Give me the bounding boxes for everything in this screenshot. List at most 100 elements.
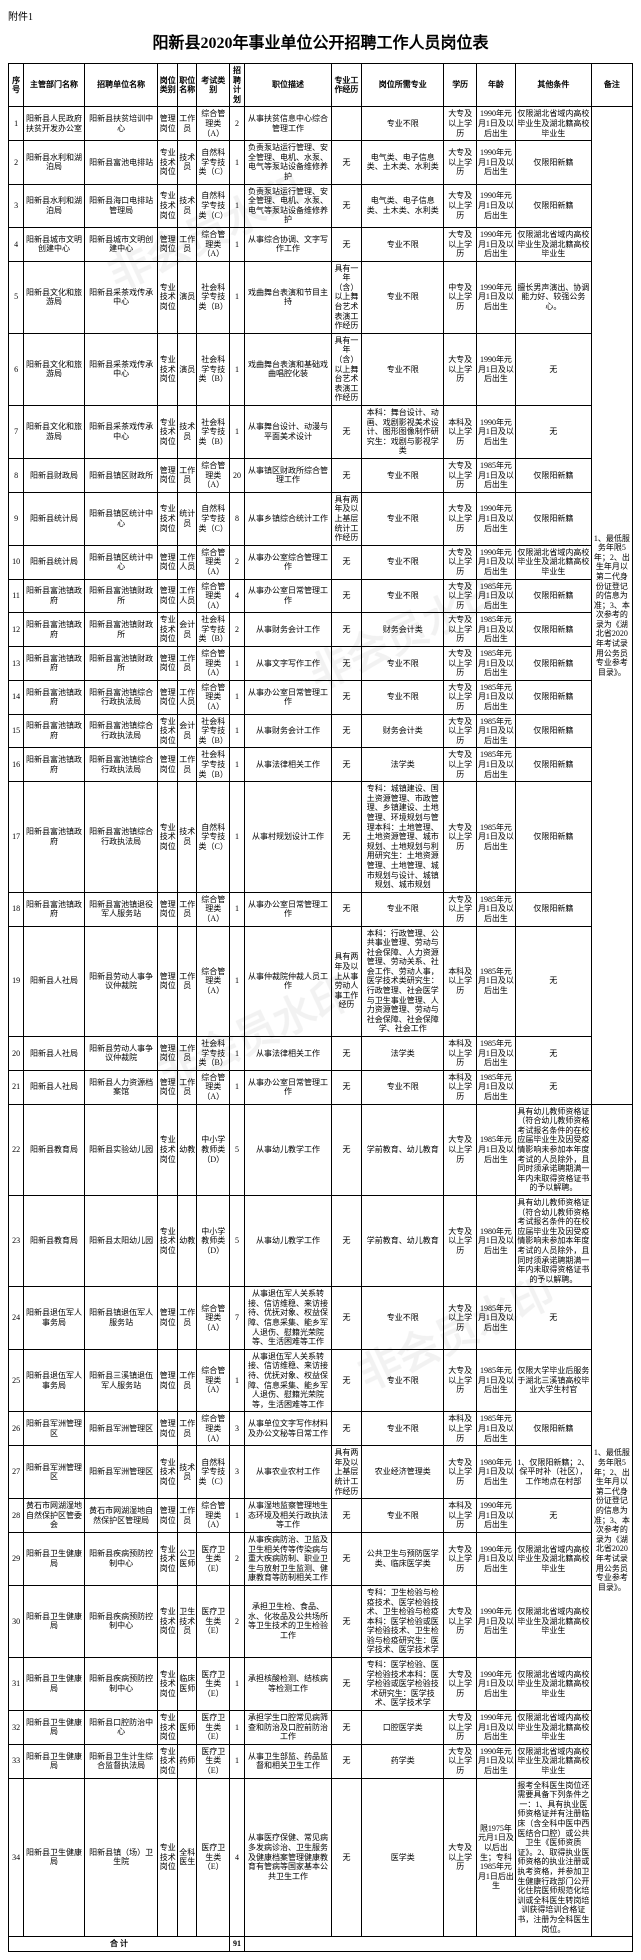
cell-seq: 32 [9, 1711, 24, 1745]
table-row: 7阳新县文化和旅游局阳新县采茶戏传承中心专业技术岗位技术员社会科学专技类（B）1… [9, 406, 633, 459]
table-row: 24阳新县退伍军人事务局阳新县镇退伍军人服务站管理岗位工作员综合管理类（A）7从… [9, 1287, 633, 1350]
cell-plan: 2 [229, 107, 244, 141]
cell-age: 1990年元月1日及以后出生 [476, 545, 515, 579]
cell-seq: 31 [9, 1658, 24, 1711]
cell-age: 1985年元月1日及以后出生 [476, 1287, 515, 1350]
cell-plan: 1 [229, 714, 244, 748]
cell-major: 法学类 [362, 748, 444, 782]
table-row: 13阳新县富池镇政府阳新县富池镇财政所管理岗位工作员综合管理类（A）1从事文字写… [9, 647, 633, 681]
cell-exam: 综合管理类（A） [197, 892, 230, 926]
cell-desc: 从事退伍军人关系转接、信访维稳、来访接待、优抚对象、权益保障、信息采集、能乡军人… [245, 1287, 332, 1350]
cell-exp: 无 [331, 680, 361, 714]
cell-dept: 阳新县富池镇政府 [24, 647, 85, 681]
cell-plan: 1 [229, 1658, 244, 1711]
cell-unit: 阳新县扶贫培训中心 [84, 107, 158, 141]
cell-age: 1990年元月1日及以后出生 [476, 492, 515, 545]
cell-exp: 无 [331, 613, 361, 647]
cell-dept: 阳新县人民政府扶贫开发办公室 [24, 107, 85, 141]
cell-edu: 大专及以上学历 [444, 333, 477, 405]
table-row: 17阳新县富池镇政府阳新县富池镇综合行政执法局专业技术岗位技术员自然科学专技类（… [9, 782, 633, 893]
th-exam: 考试类别 [197, 64, 230, 107]
cell-unit: 阳新县富池镇财政所 [84, 613, 158, 647]
cell-edu: 中专及以上学历 [444, 261, 477, 333]
th-poscat: 岗位类别 [158, 64, 178, 107]
cell-dept: 阳新县军洲管理区 [24, 1412, 85, 1446]
cell-major: 财务会计类 [362, 714, 444, 748]
cell-exp: 无 [331, 184, 361, 227]
cell-other: 仅限阳新籍 [515, 714, 591, 748]
cell-exam: 社会科学专技类（B） [197, 406, 230, 459]
cell-other: 无 [515, 1070, 591, 1104]
th-other: 其他条件 [515, 64, 591, 107]
cell-posname: 工作人员 [177, 579, 197, 613]
table-row: 32阳新县卫生健康局阳新县口腔防治中心专业技术岗位医师医疗卫生类（E）1承担学生… [9, 1711, 633, 1745]
cell-unit: 阳新县城市文明创建中心 [84, 227, 158, 261]
cell-desc: 从事法律相关工作 [245, 1037, 332, 1071]
cell-other: 仅限大学毕业后服务于湖北三溪镇高校毕业大学生村官 [515, 1349, 591, 1412]
cell-edu: 大专及以上学历 [444, 492, 477, 545]
cell-major: 专业不限 [362, 680, 444, 714]
cell-dept: 阳新县统计局 [24, 545, 85, 579]
cell-poscat: 管理岗位 [158, 545, 178, 579]
cell-unit: 阳新县富池镇综合行政执法局 [84, 680, 158, 714]
cell-seq: 23 [9, 1195, 24, 1286]
cell-dept: 阳新县军洲管理区 [24, 1446, 85, 1499]
cell-plan: 5 [229, 1104, 244, 1195]
cell-age: 1990年元月1日及以后出生 [476, 1711, 515, 1745]
cell-desc: 承担核酸检测、结核病等检测工作 [245, 1658, 332, 1711]
cell-desc: 承担学生口腔常见病筛查和防治及口腔前防治工作 [245, 1711, 332, 1745]
cell-plan: 3 [229, 1412, 244, 1446]
cell-desc: 从事镇区财政所综合管理工作 [245, 458, 332, 492]
cell-exp: 无 [331, 1585, 361, 1657]
cell-other: 仅限阳新籍 [515, 579, 591, 613]
cell-age: 1985年元月1日及以后出生 [476, 748, 515, 782]
th-edu: 学历 [444, 64, 477, 107]
cell-exp: 具有两年及以上从事劳动人事工作经历 [331, 926, 361, 1037]
cell-exam: 自然科学专技类（C） [197, 782, 230, 893]
cell-edu: 大专及以上学历 [444, 1778, 477, 1937]
cell-exp: 无 [331, 714, 361, 748]
cell-desc: 从事综合协调、文字写作工作 [245, 227, 332, 261]
cell-seq: 25 [9, 1349, 24, 1412]
cell-desc: 从事文字写作工作 [245, 647, 332, 681]
cell-unit: 阳新县富池镇财政所 [84, 647, 158, 681]
table-row: 25阳新县退伍军人事务局阳新县三溪镇退伍军人服务站管理岗位工作员综合管理类（A）… [9, 1349, 633, 1412]
cell-major: 专科：城镇建设、国土资源管理、市政管理、乡镇建设、土地管理、环境规划与管理本科：… [362, 782, 444, 893]
table-row: 21阳新县人社局阳新县人力资源档案馆管理岗位工作员综合管理类（A）1从事办公室日… [9, 1070, 633, 1104]
cell-exp: 无 [331, 141, 361, 184]
cell-posname: 技术员 [177, 141, 197, 184]
cell-unit: 阳新县采茶戏传承中心 [84, 261, 158, 333]
cell-age: 1985年元月1日及以后出生 [476, 714, 515, 748]
cell-seq: 29 [9, 1532, 24, 1585]
cell-dept: 阳新县文化和旅游局 [24, 406, 85, 459]
cell-exam: 综合管理类（A） [197, 1499, 230, 1533]
cell-poscat: 管理岗位 [158, 892, 178, 926]
cell-unit: 阳新县富池镇财政所 [84, 579, 158, 613]
cell-seq: 4 [9, 227, 24, 261]
cell-edu: 大专及以上学历 [444, 141, 477, 184]
table-row: 9阳新县统计局阳新县镇区统计中心专业技术岗位统计员自然科学专技类（C）8从事乡镇… [9, 492, 633, 545]
cell-poscat: 专业技术岗位 [158, 1585, 178, 1657]
cell-exp: 无 [331, 1104, 361, 1195]
jobs-table: 序号 主管部门名称 招聘单位名称 岗位类别 职位名称 考试类别 招聘计划 职位描… [8, 63, 633, 1952]
cell-dept: 阳新县富池镇政府 [24, 680, 85, 714]
table-row: 33阳新县卫生健康局阳新县卫生计生综合监督执法局专业技术岗位药师医疗卫生类（E）… [9, 1744, 633, 1778]
cell-posname: 工作员 [177, 1070, 197, 1104]
cell-exam: 医疗卫生类（E） [197, 1658, 230, 1711]
cell-poscat: 管理岗位 [158, 579, 178, 613]
cell-exam: 医疗卫生类（E） [197, 1532, 230, 1585]
cell-dept: 阳新县卫生健康局 [24, 1585, 85, 1657]
cell-other: 仅限湖北省域内高校毕业生及湖北籍高校毕业生 [515, 107, 591, 141]
cell-unit: 阳新县镇（场）卫生院 [84, 1778, 158, 1937]
cell-major: 学前教育、幼儿教育 [362, 1104, 444, 1195]
cell-unit: 阳新县卫生计生综合监督执法局 [84, 1744, 158, 1778]
cell-plan: 7 [229, 1287, 244, 1350]
cell-exp: 无 [331, 1532, 361, 1585]
cell-exam: 自然科学专技类（C） [197, 1446, 230, 1499]
cell-age: 1985年元月1日及以后出生 [476, 579, 515, 613]
cell-other: 仅限湖北省域内高校毕业生及湖北籍高校毕业生 [515, 1711, 591, 1745]
cell-exam: 社会科学专技类（B） [197, 613, 230, 647]
cell-desc: 从事仲裁院仲裁人员工作 [245, 926, 332, 1037]
cell-desc: 从事农业农村工作 [245, 1446, 332, 1499]
cell-exp: 无 [331, 782, 361, 893]
